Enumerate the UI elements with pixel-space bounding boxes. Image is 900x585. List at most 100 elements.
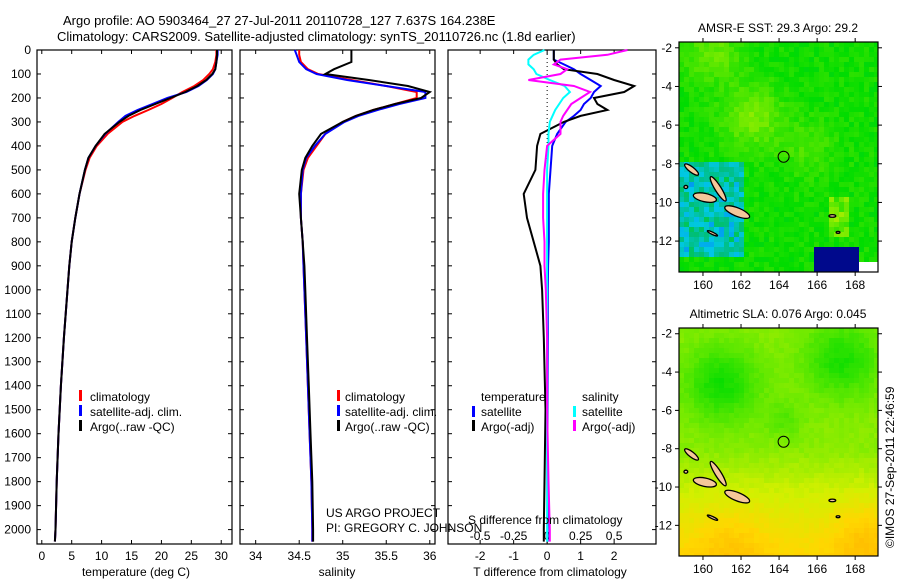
heatmap-cell: [704, 333, 710, 339]
heatmap-cell: [849, 117, 855, 123]
heatmap-cell: [774, 127, 780, 133]
heatmap-cell: [764, 478, 770, 484]
heatmap-cell: [689, 548, 695, 554]
heatmap-cell: [699, 498, 705, 504]
heatmap-cell: [819, 468, 825, 474]
heatmap-cell: [844, 348, 850, 354]
heatmap-cell: [779, 493, 785, 499]
heatmap-cell: [784, 177, 790, 183]
heatmap-cell: [844, 87, 850, 93]
heatmap-cell: [869, 438, 875, 444]
heatmap-cell: [754, 162, 760, 168]
heatmap-cell: [739, 252, 745, 258]
heatmap-cell: [829, 147, 835, 153]
heatmap-cell: [794, 262, 800, 268]
heatmap-cell: [774, 82, 780, 88]
heatmap-cell: [864, 403, 870, 409]
heatmap-cell: [814, 393, 820, 399]
heatmap-cell: [794, 523, 800, 529]
heatmap-cell: [829, 207, 835, 213]
heatmap-cell: [734, 343, 740, 349]
heatmap-cell: [784, 448, 790, 454]
heatmap-cell: [719, 252, 725, 258]
series-line-s-argo-adj-: [528, 49, 628, 542]
heatmap-cell: [709, 553, 715, 556]
heatmap-cell: [719, 42, 725, 48]
heatmap-cell: [689, 508, 695, 514]
heatmap-cell: [779, 242, 785, 248]
heatmap-cell: [734, 338, 740, 344]
heatmap-cell: [704, 57, 710, 63]
heatmap-cell: [869, 122, 875, 128]
heatmap-cell: [714, 503, 720, 509]
heatmap-cell: [789, 443, 795, 449]
heatmap-cell: [819, 463, 825, 469]
heatmap-cell: [749, 353, 755, 359]
heatmap-cell: [869, 97, 875, 103]
heatmap-cell: [749, 182, 755, 188]
heatmap-cell: [834, 363, 840, 369]
heatmap-cell: [729, 172, 735, 178]
heatmap-cell: [694, 548, 700, 554]
heatmap-cell: [759, 147, 765, 153]
heatmap-cell: [839, 112, 845, 118]
heatmap-cell: [714, 142, 720, 148]
heatmap-cell: [694, 257, 700, 263]
heatmap-cell: [744, 252, 750, 258]
heatmap-cell: [794, 388, 800, 394]
heatmap-cell: [814, 42, 820, 48]
heatmap-cell: [799, 348, 805, 354]
heatmap-cell: [789, 252, 795, 258]
heatmap-cell: [834, 167, 840, 173]
heatmap-cell: [834, 468, 840, 474]
heatmap-cell: [699, 418, 705, 424]
heatmap-cell: [849, 62, 855, 68]
y-tick-label: 1600: [4, 427, 31, 441]
heatmap-cell: [719, 523, 725, 529]
heatmap-cell: [699, 353, 705, 359]
heatmap-cell: [809, 458, 815, 464]
heatmap-cell: [714, 433, 720, 439]
heatmap-cell: [734, 488, 740, 494]
heatmap-cell: [689, 222, 695, 228]
heatmap-cell: [824, 127, 830, 133]
heatmap-cell: [819, 363, 825, 369]
heatmap-cell: [709, 493, 715, 499]
heatmap-cell: [849, 388, 855, 394]
heatmap-cell: [699, 257, 705, 263]
y-tick-label: 1200: [4, 331, 31, 345]
heatmap-cell: [734, 172, 740, 178]
heatmap-cell: [814, 207, 820, 213]
heatmap-cell: [749, 142, 755, 148]
heatmap-cell: [784, 528, 790, 534]
heatmap-cell: [679, 453, 685, 459]
heatmap-cell: [769, 212, 775, 218]
heatmap-cell: [859, 518, 865, 524]
heatmap-cell: [689, 267, 695, 272]
heatmap-cell: [834, 488, 840, 494]
heatmap-cell: [869, 333, 875, 339]
heatmap-cell: [759, 242, 765, 248]
heatmap-cell: [769, 458, 775, 464]
heatmap-cell: [699, 343, 705, 349]
heatmap-cell: [749, 348, 755, 354]
heatmap-cell: [809, 348, 815, 354]
heatmap-cell: [834, 523, 840, 529]
heatmap-cell: [839, 378, 845, 384]
heatmap-cell: [859, 227, 865, 233]
heatmap-cell: [859, 498, 865, 504]
heatmap-cell: [714, 172, 720, 178]
heatmap-cell: [874, 373, 878, 379]
heatmap-cell: [724, 97, 730, 103]
heatmap-cell: [829, 247, 835, 253]
heatmap-cell: [704, 418, 710, 424]
heatmap-cell: [784, 358, 790, 364]
heatmap-cell: [834, 42, 840, 48]
heatmap-cell: [754, 232, 760, 238]
heatmap-cell: [799, 257, 805, 263]
heatmap-cell: [804, 262, 810, 268]
heatmap-cell: [834, 498, 840, 504]
heatmap-cell: [839, 483, 845, 489]
heatmap-cell: [769, 493, 775, 499]
heatmap-cell: [769, 242, 775, 248]
